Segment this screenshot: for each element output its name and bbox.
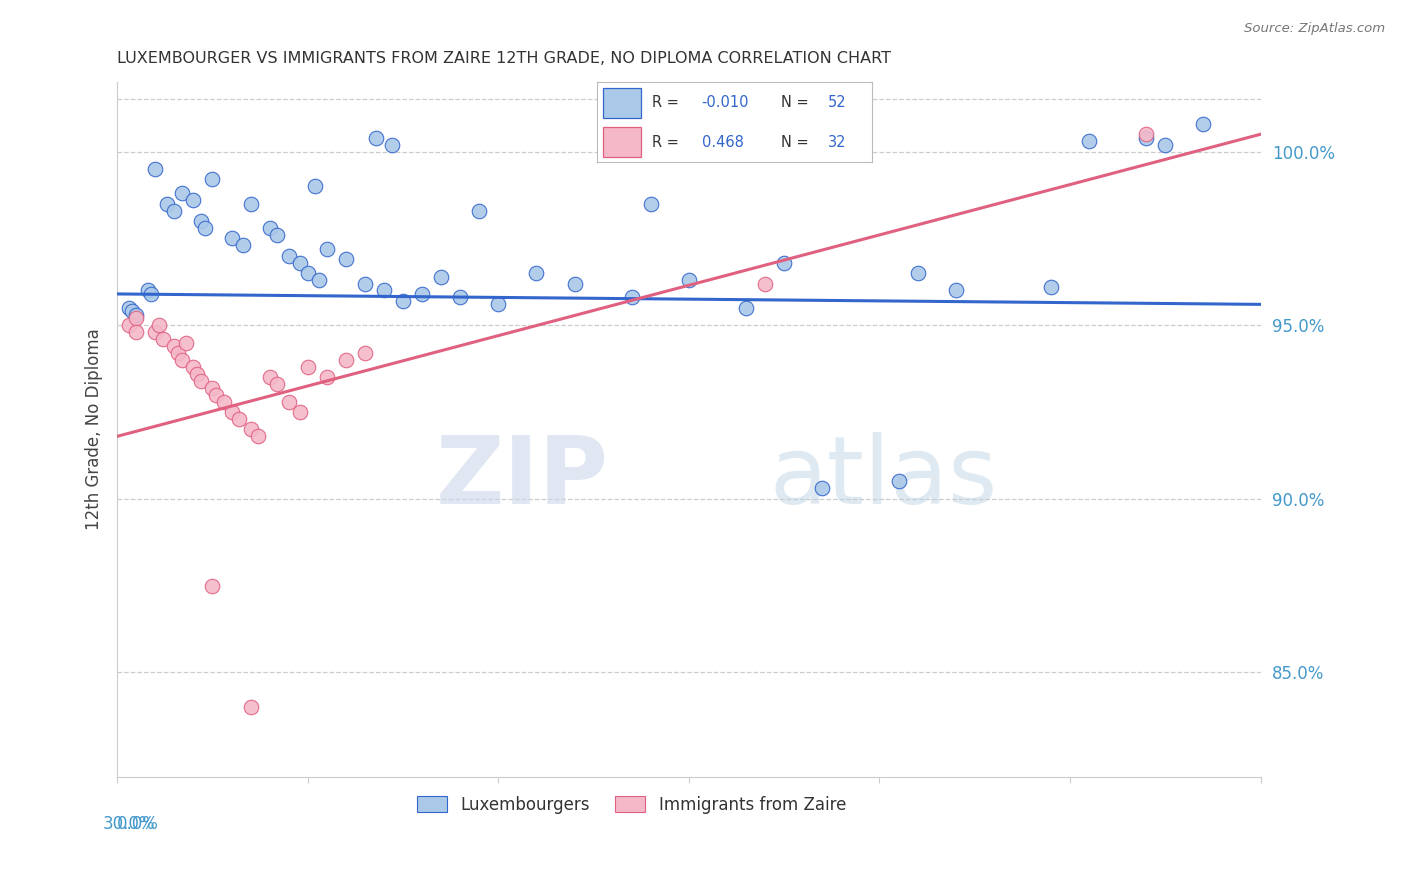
Point bbox=[620, 290, 643, 304]
Point bbox=[754, 277, 776, 291]
Point bbox=[1135, 130, 1157, 145]
Point bbox=[288, 405, 311, 419]
Y-axis label: 12th Grade, No Diploma: 12th Grade, No Diploma bbox=[86, 328, 103, 530]
Point bbox=[247, 429, 270, 443]
Point bbox=[1192, 117, 1215, 131]
Point bbox=[335, 252, 357, 267]
Point bbox=[183, 359, 205, 374]
Text: ZIP: ZIP bbox=[436, 432, 609, 524]
Point bbox=[773, 256, 796, 270]
Point bbox=[381, 137, 404, 152]
Point bbox=[174, 335, 197, 350]
Point bbox=[141, 287, 163, 301]
Point bbox=[190, 214, 212, 228]
Point bbox=[221, 231, 243, 245]
Point bbox=[170, 186, 193, 201]
Point bbox=[277, 249, 299, 263]
Point bbox=[266, 377, 288, 392]
Point bbox=[945, 284, 967, 298]
Point bbox=[125, 325, 148, 339]
Point bbox=[194, 221, 217, 235]
Point bbox=[148, 318, 170, 333]
Text: Source: ZipAtlas.com: Source: ZipAtlas.com bbox=[1244, 22, 1385, 36]
Point bbox=[526, 266, 548, 280]
Point bbox=[735, 301, 758, 315]
Text: LUXEMBOURGER VS IMMIGRANTS FROM ZAIRE 12TH GRADE, NO DIPLOMA CORRELATION CHART: LUXEMBOURGER VS IMMIGRANTS FROM ZAIRE 12… bbox=[117, 51, 891, 66]
Point bbox=[430, 269, 453, 284]
Point bbox=[186, 367, 208, 381]
Point bbox=[212, 394, 235, 409]
Point bbox=[163, 339, 186, 353]
Point bbox=[678, 273, 700, 287]
Point bbox=[887, 475, 910, 489]
Point bbox=[239, 422, 262, 436]
Point bbox=[201, 381, 224, 395]
Point bbox=[811, 482, 834, 496]
Point bbox=[143, 161, 166, 176]
Point bbox=[907, 266, 929, 280]
Point bbox=[304, 179, 326, 194]
Point bbox=[259, 221, 281, 235]
Point bbox=[163, 203, 186, 218]
Legend: Luxembourgers, Immigrants from Zaire: Luxembourgers, Immigrants from Zaire bbox=[411, 789, 852, 821]
Point bbox=[308, 273, 330, 287]
Point bbox=[315, 370, 337, 384]
Point bbox=[297, 359, 319, 374]
Text: atlas: atlas bbox=[769, 432, 997, 524]
Point bbox=[373, 284, 395, 298]
Point bbox=[335, 353, 357, 368]
Point bbox=[156, 196, 179, 211]
Point bbox=[143, 325, 166, 339]
Point bbox=[411, 287, 433, 301]
Point bbox=[205, 387, 228, 401]
Point bbox=[297, 266, 319, 280]
Point bbox=[277, 394, 299, 409]
Text: 30.0%: 30.0% bbox=[103, 814, 155, 833]
Point bbox=[201, 579, 224, 593]
Point bbox=[232, 238, 254, 252]
Point bbox=[239, 196, 262, 211]
Point bbox=[117, 301, 139, 315]
Point bbox=[183, 193, 205, 207]
Point bbox=[1154, 137, 1177, 152]
Point bbox=[354, 346, 377, 360]
Point bbox=[486, 297, 509, 311]
Point bbox=[392, 293, 415, 308]
Point bbox=[121, 304, 143, 318]
Point bbox=[468, 203, 491, 218]
Point bbox=[315, 242, 337, 256]
Point bbox=[125, 308, 148, 322]
Point bbox=[266, 227, 288, 242]
Point bbox=[136, 284, 159, 298]
Point bbox=[564, 277, 586, 291]
Point bbox=[366, 130, 388, 145]
Point bbox=[239, 700, 262, 714]
Point bbox=[449, 290, 471, 304]
Point bbox=[117, 318, 139, 333]
Point bbox=[125, 311, 148, 326]
Text: 0.0%: 0.0% bbox=[117, 814, 159, 833]
Point bbox=[152, 332, 174, 346]
Point bbox=[354, 277, 377, 291]
Point bbox=[190, 374, 212, 388]
Point bbox=[640, 196, 662, 211]
Point bbox=[1078, 134, 1101, 148]
Point bbox=[288, 256, 311, 270]
Point bbox=[1135, 127, 1157, 141]
Point bbox=[1040, 280, 1063, 294]
Point bbox=[259, 370, 281, 384]
Point bbox=[167, 346, 190, 360]
Point bbox=[170, 353, 193, 368]
Point bbox=[228, 412, 250, 426]
Point bbox=[221, 405, 243, 419]
Point bbox=[201, 172, 224, 186]
